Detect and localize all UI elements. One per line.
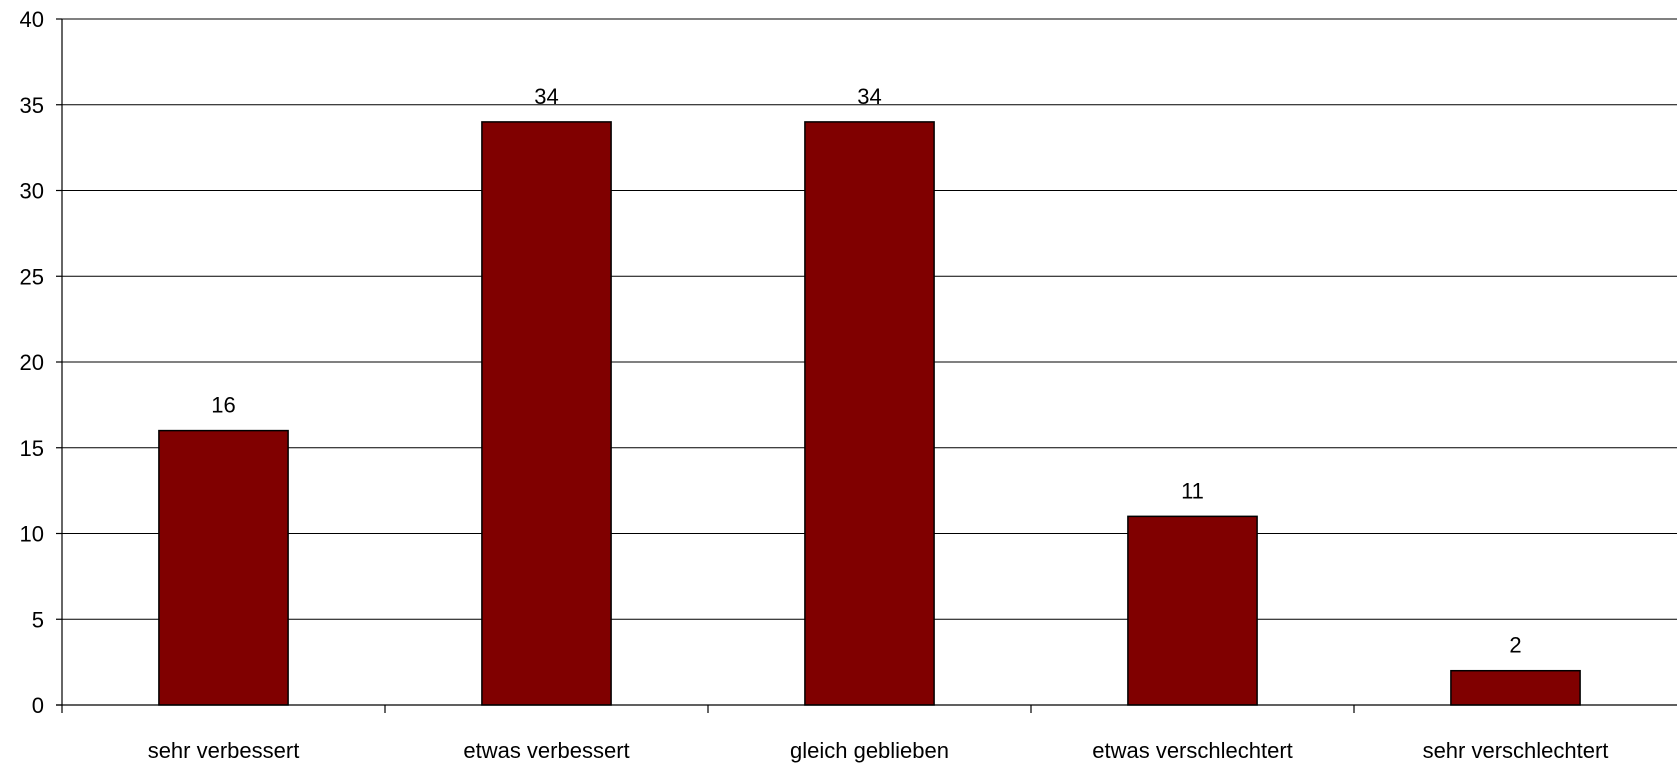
bar xyxy=(1450,669,1581,706)
y-tick-label: 35 xyxy=(20,93,44,118)
y-tick-label: 5 xyxy=(32,607,44,632)
x-tick-label: sehr verschlechtert xyxy=(1423,738,1609,763)
x-tick-label: gleich geblieben xyxy=(790,738,949,763)
x-tick-label: etwas verschlechtert xyxy=(1092,738,1293,763)
bar xyxy=(804,121,935,706)
x-axis: sehr verbessert etwas verbessert gleich ge… xyxy=(56,704,1677,763)
y-tick-label: 40 xyxy=(20,7,44,32)
y-tick-label: 10 xyxy=(20,522,44,547)
y-tick-label: 30 xyxy=(20,179,44,204)
bar xyxy=(1127,515,1258,706)
data-label: 34 xyxy=(857,84,881,109)
x-tick-label: etwas verbessert xyxy=(463,738,629,763)
data-label: 34 xyxy=(534,84,558,109)
y-tick-label: 0 xyxy=(32,693,44,718)
y-tick-label: 20 xyxy=(20,350,44,375)
data-label: 16 xyxy=(211,393,235,418)
y-axis: 0 5 10 15 20 25 30 35 40 xyxy=(20,7,63,718)
bars xyxy=(158,121,1581,706)
bar xyxy=(481,121,612,706)
bar xyxy=(158,429,289,706)
data-label: 2 xyxy=(1509,633,1521,658)
y-tick-label: 25 xyxy=(20,264,44,289)
data-labels: 16 34 34 11 2 xyxy=(211,84,1521,658)
data-label: 11 xyxy=(1181,478,1204,503)
x-tick-label: sehr verbessert xyxy=(148,738,300,763)
y-tick-label: 15 xyxy=(20,436,44,461)
